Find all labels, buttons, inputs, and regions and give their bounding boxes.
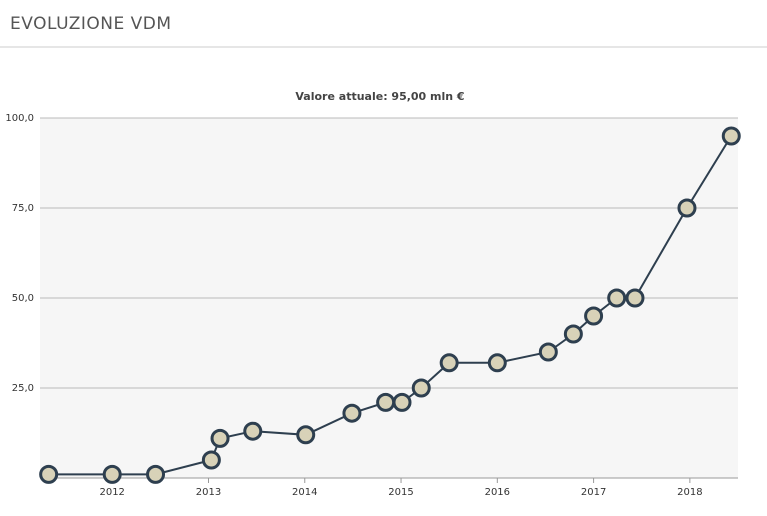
y-tick-label: 50,0 — [12, 293, 34, 304]
point-marker — [677, 198, 697, 218]
point-marker — [584, 306, 604, 326]
point-marker — [102, 464, 122, 484]
x-tick-label: 2014 — [292, 487, 317, 498]
point-marker — [392, 392, 412, 412]
point-marker — [376, 392, 396, 412]
y-tick-label: 25,0 — [12, 383, 34, 394]
point-marker — [146, 464, 166, 484]
point-marker — [625, 288, 645, 308]
x-tick-label: 2012 — [99, 487, 124, 498]
point-marker — [439, 353, 459, 373]
page-title: EVOLUZIONE VDM — [10, 14, 172, 34]
x-tick-label: 2015 — [388, 487, 413, 498]
point-marker — [342, 403, 362, 423]
point-marker — [411, 378, 431, 398]
x-tick-label: 2017 — [581, 487, 606, 498]
point-marker — [607, 288, 627, 308]
point-marker — [201, 450, 221, 470]
point-marker — [487, 353, 507, 373]
point-marker — [210, 428, 230, 448]
point-marker — [39, 464, 59, 484]
point-marker — [296, 425, 316, 445]
x-tick-label: 2018 — [677, 487, 702, 498]
chart-title: Valore attuale: 95,00 mln € — [295, 90, 464, 103]
point-marker — [563, 324, 583, 344]
y-tick-label: 100,0 — [5, 113, 34, 124]
y-tick-label: 75,0 — [12, 203, 34, 214]
x-tick-label: 2016 — [485, 487, 510, 498]
x-tick-label: 2013 — [196, 487, 221, 498]
point-marker — [721, 126, 741, 146]
point-marker — [243, 421, 263, 441]
point-marker — [538, 342, 558, 362]
